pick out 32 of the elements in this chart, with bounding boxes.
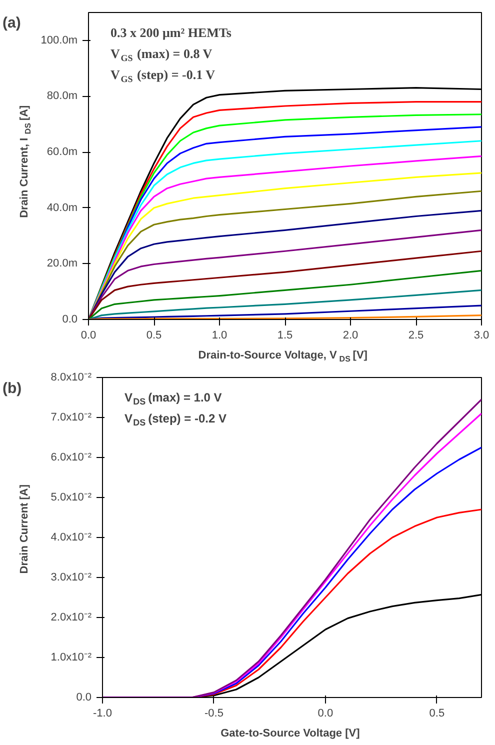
y-axis-title: Drain Current, IDS [A] [18,104,33,218]
y-tick-label: 6.0x10⁻² [50,452,92,464]
x-tick-label: 0.5 [146,330,162,342]
x-tick-label: 1.5 [277,330,293,342]
y-tick-label: 0.0 [76,692,92,704]
y-axis-title: Drain Current [A] [18,484,30,574]
y-tick-label: 80.0m [46,90,78,102]
text: (a) [2,14,21,32]
y-tick-label: 2.0x10⁻² [50,612,92,624]
y-tick-label: 100.0m [40,34,78,46]
y-tick-label: 60.0m [46,146,78,158]
x-axis-title: Drain-to-Source Voltage, VDS [V] [198,350,368,364]
x-tick-label: -1.0 [93,708,112,720]
x-tick-label: 2.0 [342,330,358,342]
text: (b) [2,380,22,397]
y-tick-label: 5.0x10⁻² [50,492,92,504]
y-tick-label: 4.0x10⁻² [50,532,92,544]
x-axis-title: Gate-to-Source Voltage [V] [220,728,360,740]
x-tick-label: 0.5 [429,708,445,720]
y-tick-label: 0.0 [62,314,78,326]
x-tick-label: 1.0 [212,330,228,342]
y-tick-label: 8.0x10⁻² [50,372,92,384]
y-tick-label: 20.0m [46,258,78,270]
y-tick-label: 1.0x10⁻² [50,652,92,664]
y-tick-label: 3.0x10⁻² [50,572,92,584]
x-tick-label: 3.0 [474,330,490,342]
x-tick-label: 0.0 [318,708,334,720]
x-tick-label: 2.5 [408,330,424,342]
y-tick-label: 7.0x10⁻² [50,412,92,424]
y-tick-label: 40.0m [46,202,78,214]
annotation: 0.3 x 200 μm² HEMTs [110,25,232,40]
x-tick-label: -0.5 [204,708,224,720]
